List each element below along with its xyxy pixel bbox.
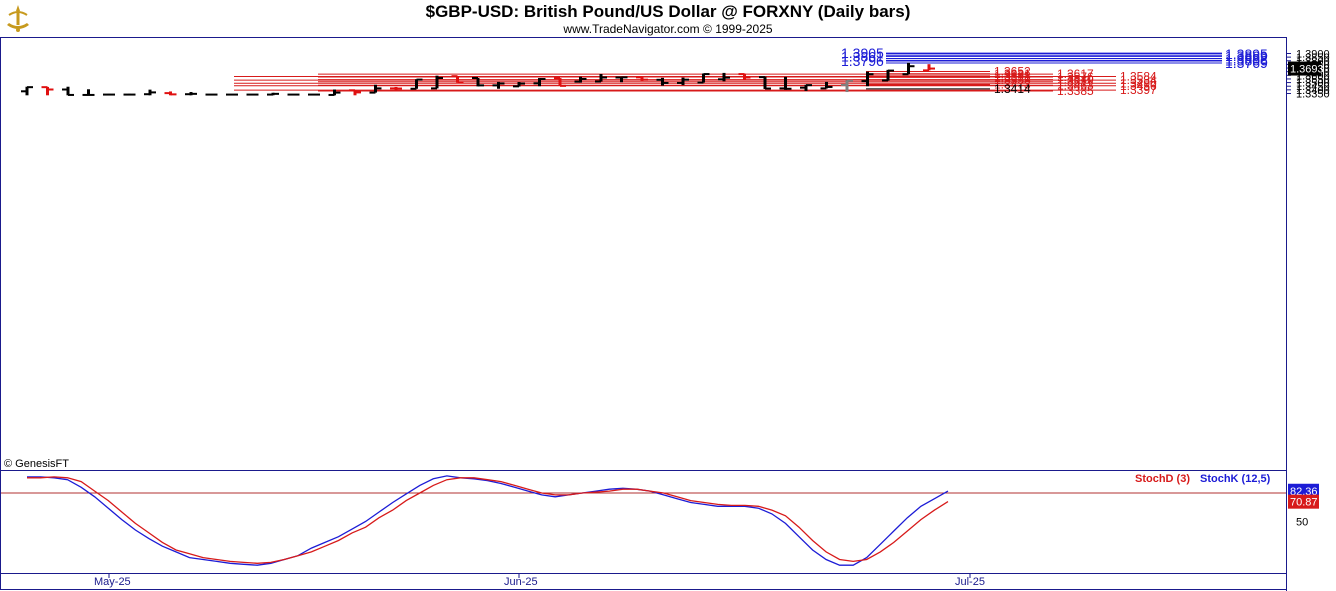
level-label-blue: 1.3806 [1225, 52, 1268, 68]
ohlc-bar [246, 93, 259, 96]
ohlc-bar [185, 92, 197, 96]
ohlc-bar [574, 76, 587, 83]
ohlc-bar [103, 93, 115, 96]
level-label-blue: 1.3895 [1225, 46, 1268, 62]
stoch-tick-label: 50 [1296, 517, 1308, 529]
ohlc-bar [779, 76, 792, 90]
y-tick-label: 1.3550 [1296, 74, 1330, 86]
level-label-blue: 1.3905 [841, 45, 884, 61]
stoch-d-value: 70.87 [1290, 497, 1318, 509]
ohlc-bar [41, 86, 54, 96]
stoch-d-line [27, 476, 949, 564]
ohlc-bar [841, 79, 853, 93]
chart-subtitle: www.TradeNavigator.com © 1999-2025 [563, 22, 773, 36]
x-tick-label: May-25 [94, 576, 131, 588]
stoch-legend-item: StochK (12,5) [1200, 473, 1271, 485]
stoch-k-value-tag [1288, 483, 1319, 498]
time-axis: May-25 Jun-25 Jul-25 [94, 574, 985, 588]
y-tick-label: 1.3450 [1296, 81, 1330, 93]
ohlc-bar [656, 77, 669, 86]
level-label-red: 1.3584 [1120, 69, 1157, 83]
ohlc-bar [267, 92, 279, 96]
x-tick-label: Jun-25 [504, 576, 538, 588]
ohlc-bar [533, 78, 546, 87]
level-label-red: 1.3490 [1120, 76, 1157, 90]
price-axis: 1.39001.38501.38001.37501.37001.36501.36… [1286, 49, 1330, 100]
level-label-blue: 1.3796 [841, 53, 884, 69]
ohlc-bar [21, 86, 33, 96]
level-label-blue: 1.3861 [841, 48, 884, 64]
chart-title: $GBP-USD: British Pound/US Dollar @ FORX… [425, 2, 911, 21]
ohlc-bar [861, 71, 874, 87]
ohlc-bar [677, 77, 689, 86]
ohlc-bar [144, 89, 156, 96]
ohlc-bar [902, 62, 915, 76]
ohlc-bar [923, 64, 935, 72]
ohlc-bar [410, 78, 423, 90]
ohlc-bar [205, 93, 218, 96]
level-label-red: 1.3534 [1120, 73, 1157, 87]
ohlc-bar [369, 84, 382, 94]
last-price-tag [1288, 61, 1321, 76]
price-bars [21, 62, 935, 96]
ohlc-bar [82, 89, 95, 96]
ohlc-bar [492, 81, 505, 89]
y-tick-label: 1.3500 [1296, 78, 1330, 90]
ohlc-bar [287, 93, 300, 96]
level-label-red: 1.3617 [1057, 67, 1094, 81]
ohlc-bar [800, 84, 812, 91]
ohlc-bar [164, 91, 177, 96]
ohlc-bar [308, 93, 320, 96]
ohlc-bar [882, 69, 894, 82]
ohlc-bar [697, 73, 710, 84]
ohlc-bar [718, 72, 730, 82]
level-label-red: 1.3385 [1057, 84, 1094, 98]
ohlc-bar [820, 81, 833, 90]
ohlc-bar [349, 89, 361, 96]
ohlc-bar [759, 76, 771, 90]
level-label-red: 1.3652 [994, 65, 1031, 79]
ohlc-bar [62, 86, 74, 96]
stoch-d-value-tag [1288, 494, 1319, 509]
watermark: © GenesisFT [4, 458, 69, 470]
level-label-red: 1.3571 [994, 70, 1031, 84]
ohlc-bar [595, 74, 607, 83]
y-tick-label: 1.3900 [1296, 49, 1330, 61]
level-label-red: 1.3463 [1057, 78, 1094, 92]
trade-navigator-logo-icon [7, 5, 29, 32]
ohlc-bar [328, 89, 341, 96]
y-tick-label: 1.3350 [1296, 88, 1330, 100]
ohlc-bar [513, 81, 525, 88]
ohlc-bar [431, 75, 443, 90]
level-label-red: 1.3397 [1120, 83, 1157, 97]
ohlc-bar [615, 76, 628, 83]
ohlc-bar [738, 73, 751, 81]
level-label-blue: 1.3832 [1225, 50, 1268, 66]
ohlc-bar [472, 76, 484, 87]
ohlc-bar [226, 93, 238, 96]
level-label-black: 1.3414 [994, 82, 1031, 96]
level-label-red: 1.3473 [994, 78, 1031, 92]
ohlc-bar [554, 77, 566, 87]
ohlc-bar [123, 93, 136, 96]
level-label-red: 1.3456 [1120, 79, 1157, 93]
last-price-label: 1.3693 [1290, 64, 1324, 76]
y-tick-label: 1.3850 [1296, 52, 1330, 64]
level-label-blue: 1.3769 [1225, 55, 1268, 71]
ohlc-bar [390, 86, 402, 91]
ohlc-bar [451, 75, 464, 84]
ohlc-bar [636, 76, 648, 81]
y-tick-label: 1.3400 [1296, 85, 1330, 97]
level-label-blue: 1.3869 [1225, 48, 1268, 64]
x-tick-label: Jul-25 [955, 576, 985, 588]
stoch-k-line [27, 475, 949, 566]
stoch-legend-item: StochD (3) [1135, 473, 1190, 485]
